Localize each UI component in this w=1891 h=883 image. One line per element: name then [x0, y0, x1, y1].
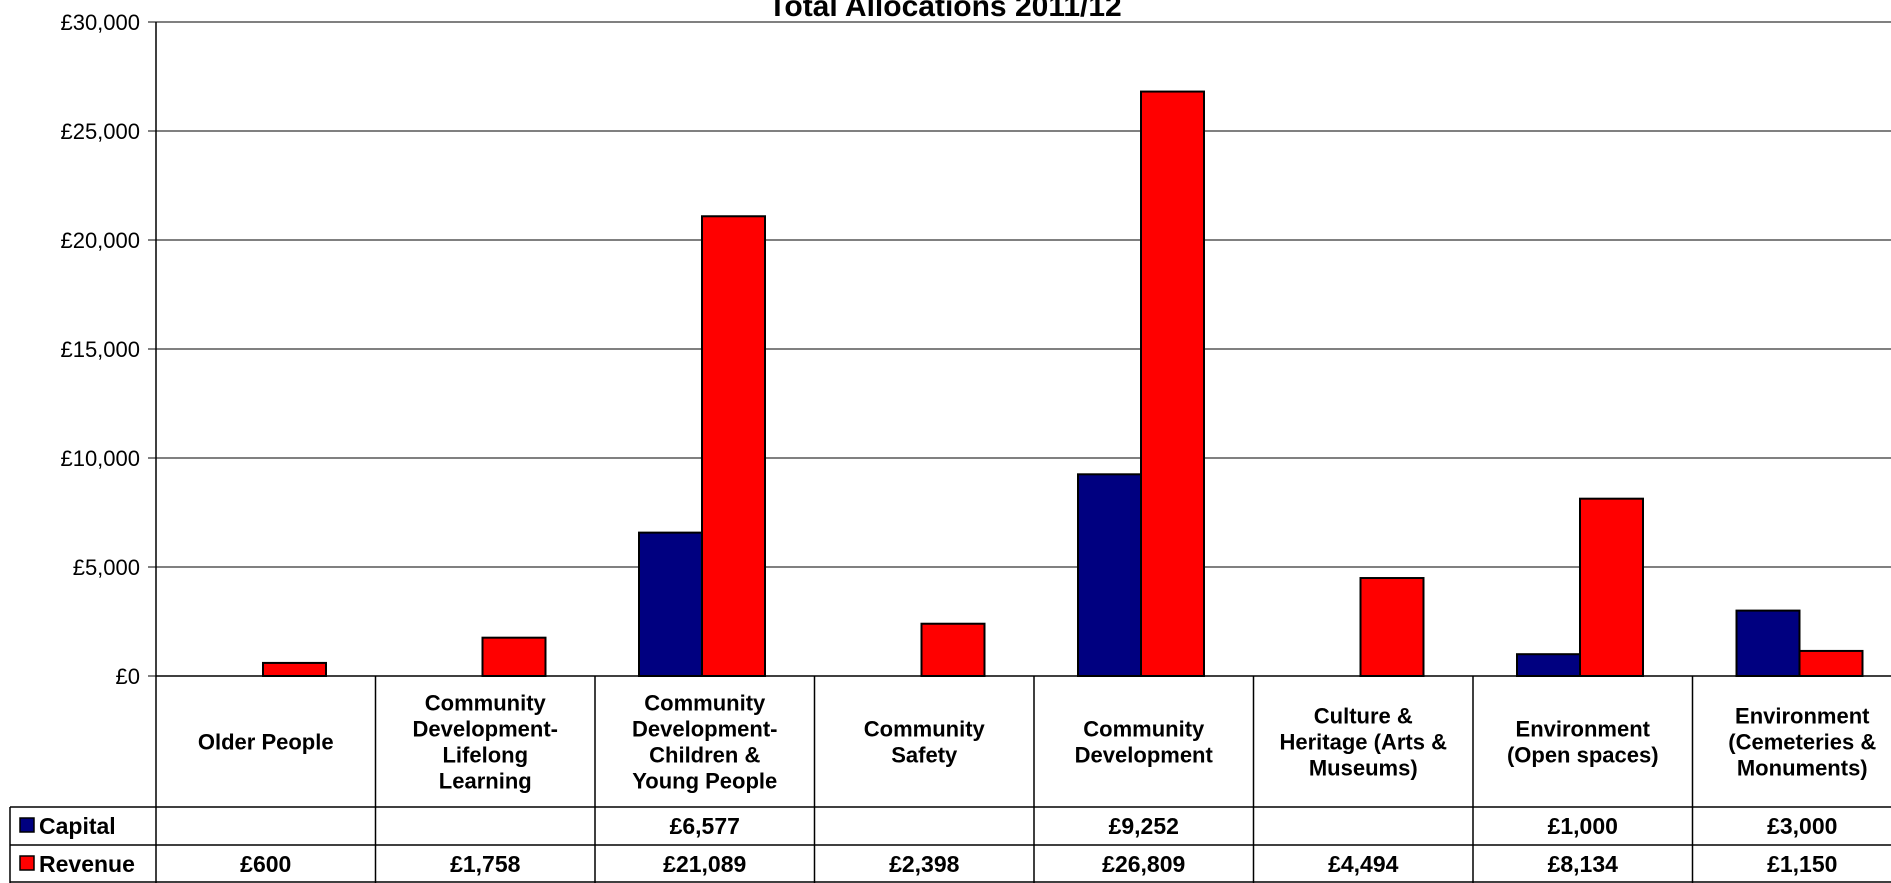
bar-capital — [1516, 653, 1581, 678]
data-label: £2,398 — [889, 851, 960, 877]
chart-title: Total Allocations 2011/12 — [768, 0, 1121, 23]
category-label: Safety — [891, 743, 958, 768]
category-label: Older People — [198, 730, 334, 755]
category-label: Development- — [413, 717, 558, 742]
bar-revenue — [262, 661, 327, 677]
y-tick-label: £15,000 — [60, 337, 140, 362]
category-label: Lifelong — [442, 743, 528, 768]
category-label: Culture & — [1314, 704, 1413, 729]
y-tick-label: £25,000 — [60, 119, 140, 144]
category-label: Community — [644, 691, 766, 716]
category-label: Learning — [439, 769, 532, 794]
gridlines — [156, 21, 1891, 568]
data-label: £3,000 — [1767, 813, 1837, 839]
bar-revenue — [1140, 90, 1205, 678]
bar-revenue — [920, 622, 986, 677]
bar-revenue — [1359, 577, 1425, 678]
bar-revenue — [1798, 649, 1864, 677]
category-label: Monuments) — [1737, 756, 1868, 781]
bar-capital — [1735, 609, 1801, 677]
y-axis: £0 £5,000 £10,000 £15,000 £20,000 £25,000 £30,… — [60, 10, 157, 689]
series-name: Capital — [39, 813, 116, 839]
y-tick-label: £20,000 — [60, 228, 140, 253]
category-label: Environment — [1516, 717, 1651, 742]
data-label: £600 — [240, 851, 291, 877]
category-label: Community — [1083, 717, 1205, 742]
bar-capital — [638, 531, 703, 677]
bar-revenue — [701, 215, 766, 677]
data-label: £9,252 — [1109, 813, 1179, 839]
y-tick-label: £30,000 — [60, 10, 140, 35]
category-label: Young People — [632, 769, 777, 794]
data-label: £8,134 — [1548, 851, 1619, 877]
data-label: £1,150 — [1767, 851, 1837, 877]
data-label: £6,577 — [670, 813, 740, 839]
category-label: Community — [425, 691, 547, 716]
category-label: (Open spaces) — [1507, 743, 1659, 768]
data-label: £1,758 — [450, 851, 521, 877]
y-tick-label: £0 — [116, 664, 140, 689]
data-label: £1,000 — [1548, 813, 1618, 839]
category-label: Development- — [632, 717, 777, 742]
bar-revenue — [1579, 497, 1644, 677]
category-label: Heritage (Arts & — [1280, 730, 1448, 755]
y-tick-label: £5,000 — [73, 555, 140, 580]
series-name: Revenue — [39, 851, 135, 877]
category-label: Community — [864, 717, 986, 742]
category-label: Environment — [1735, 704, 1870, 729]
y-tick-label: £10,000 — [60, 446, 140, 471]
category-label: (Cemeteries & — [1728, 730, 1876, 755]
data-label: £21,089 — [663, 851, 746, 877]
legend-key-revenue — [19, 855, 35, 871]
data-table: Older PeopleCommunityDevelopment-Lifelon… — [9, 675, 1891, 883]
category-label: Development — [1075, 743, 1214, 768]
data-label: £26,809 — [1102, 851, 1185, 877]
legend-key-capital — [19, 817, 35, 833]
category-label: Museums) — [1309, 756, 1418, 781]
data-label: £4,494 — [1328, 851, 1399, 877]
bar-capital — [1077, 473, 1142, 677]
bars — [262, 90, 1864, 678]
bar-revenue — [481, 636, 547, 677]
category-label: Children & — [649, 743, 760, 768]
